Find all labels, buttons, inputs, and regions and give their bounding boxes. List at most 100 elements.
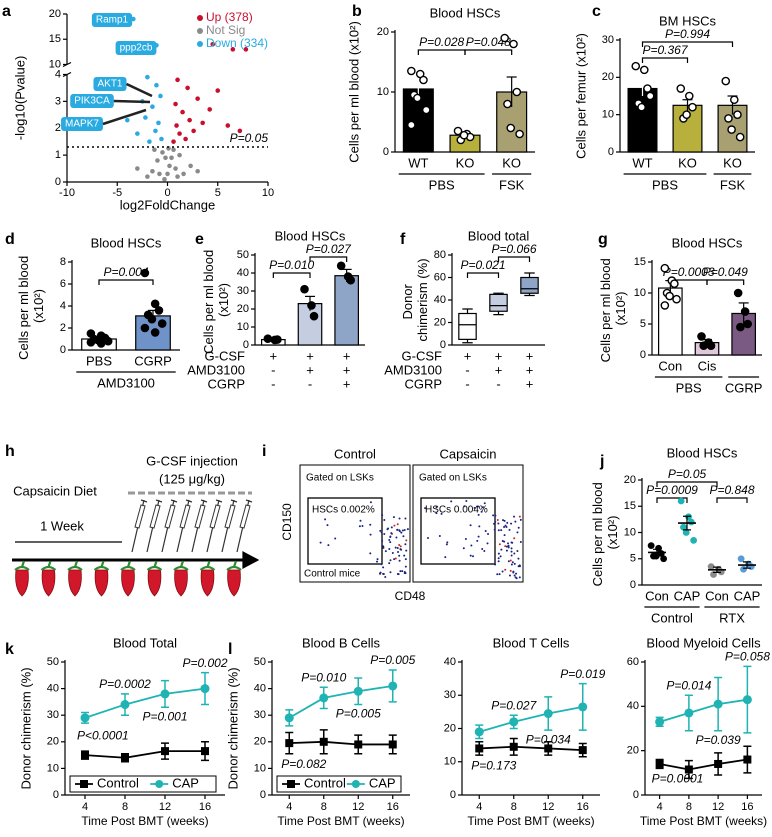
data-point [135,131,140,136]
data-point [737,555,745,563]
syringe-body [179,504,191,529]
flow-event [369,552,372,555]
bar [334,275,359,346]
y-tick-label: 10 [444,756,456,768]
x-axis-label: log2FoldChange [120,197,215,212]
flow-event [497,560,500,563]
legend-box [69,775,217,793]
panel-letter: l [228,641,232,658]
flow-frame [412,464,524,583]
flow-event [381,540,384,543]
pepper-stem [40,560,57,571]
x-tick-label: 8 [511,801,517,813]
data-point [200,120,205,126]
data-point [643,84,652,93]
significance-bracket [706,279,745,285]
y-axis-label: Donor chimerism (%) [18,667,33,789]
flow-event [513,537,516,540]
y-tick-label: 30 [237,285,249,297]
flow-event [510,522,513,525]
flow-event [519,541,522,544]
flow-event [509,569,512,572]
flow-event [503,519,506,522]
data-point [125,117,130,123]
data-point [684,708,694,718]
x-tick-label: 4 [657,801,663,813]
x-tick-label: -5 [112,187,122,199]
data-point [742,695,752,705]
significance-bracket [497,256,531,262]
flow-event [326,524,329,527]
data-point [174,123,179,128]
significance-bracket [656,481,718,487]
data-point [163,155,168,161]
pepper-stem [146,560,163,571]
data-point [697,332,706,341]
x-tick-label: 16 [577,801,589,813]
pepper [174,569,188,597]
flow-event [400,531,403,534]
p-value-label: P=0.994 [665,27,710,41]
p-value-label: P=0.05 [668,467,707,481]
data-point [647,542,655,550]
legend-label: Control [97,775,139,790]
p-value-label: P=0.034 [526,732,571,746]
gene-label-box [115,41,157,55]
y-tick-label: 20 [434,316,446,328]
data-point [682,110,691,119]
x-tick-label: KO [502,155,521,170]
pepper [94,569,109,597]
condition-value: - [465,362,469,377]
condition-value: + [495,362,503,377]
flow-event [493,528,496,531]
flow-event [396,528,399,531]
data-point [354,740,363,749]
y-tick-label: 40 [47,683,59,695]
p-value-label: P=0.0003 [663,265,715,279]
data-point [159,136,164,142]
data-point [185,85,190,91]
y-axis-label: -log10(Pvalue) [12,56,27,141]
condition-name: CGRP [207,376,245,391]
data-point [131,16,136,22]
timeline-arrowhead [242,551,260,569]
error-bar [653,548,661,557]
y-tick-label: 20 [237,303,249,315]
data-point [687,518,695,526]
error-bar [713,566,721,573]
y-axis-label: Donor chimerism (%) [225,667,240,789]
hsc-frequency: HSCs 0.002% [312,505,375,516]
flow-event [502,519,505,522]
legend-marker [155,780,164,788]
flow-event [513,515,516,518]
y-tick-label: 4 [55,68,61,80]
y-tick-label: 40 [444,656,456,668]
panel-letter: e [195,231,204,248]
x-tick-label: 16 [741,801,753,813]
data-point [730,95,739,105]
data-point [147,314,157,324]
pepper-stem [226,560,242,571]
flow-event [406,528,409,531]
flow-event [504,545,507,548]
flow-event [507,542,510,545]
x-tick-label: 10 [262,187,274,199]
flow-event [404,543,407,546]
p-value-label: P=0.027 [491,698,537,712]
x-axis-label: Time Post BMT (weeks) [467,814,594,828]
gene-label: MAPK7 [65,119,99,130]
data-point [210,41,216,47]
flow-event [390,526,393,529]
data-point [544,744,553,753]
data-point [183,136,188,142]
p-value-label: P=0.049 [703,265,748,279]
condition-value: + [343,376,351,391]
significance-bracket [98,279,154,285]
data-point [309,311,319,321]
flow-event [487,532,490,535]
data-point [162,177,167,182]
flow-event [510,550,513,553]
data-point [640,65,649,75]
data-point [690,536,698,544]
data-point [637,102,646,112]
